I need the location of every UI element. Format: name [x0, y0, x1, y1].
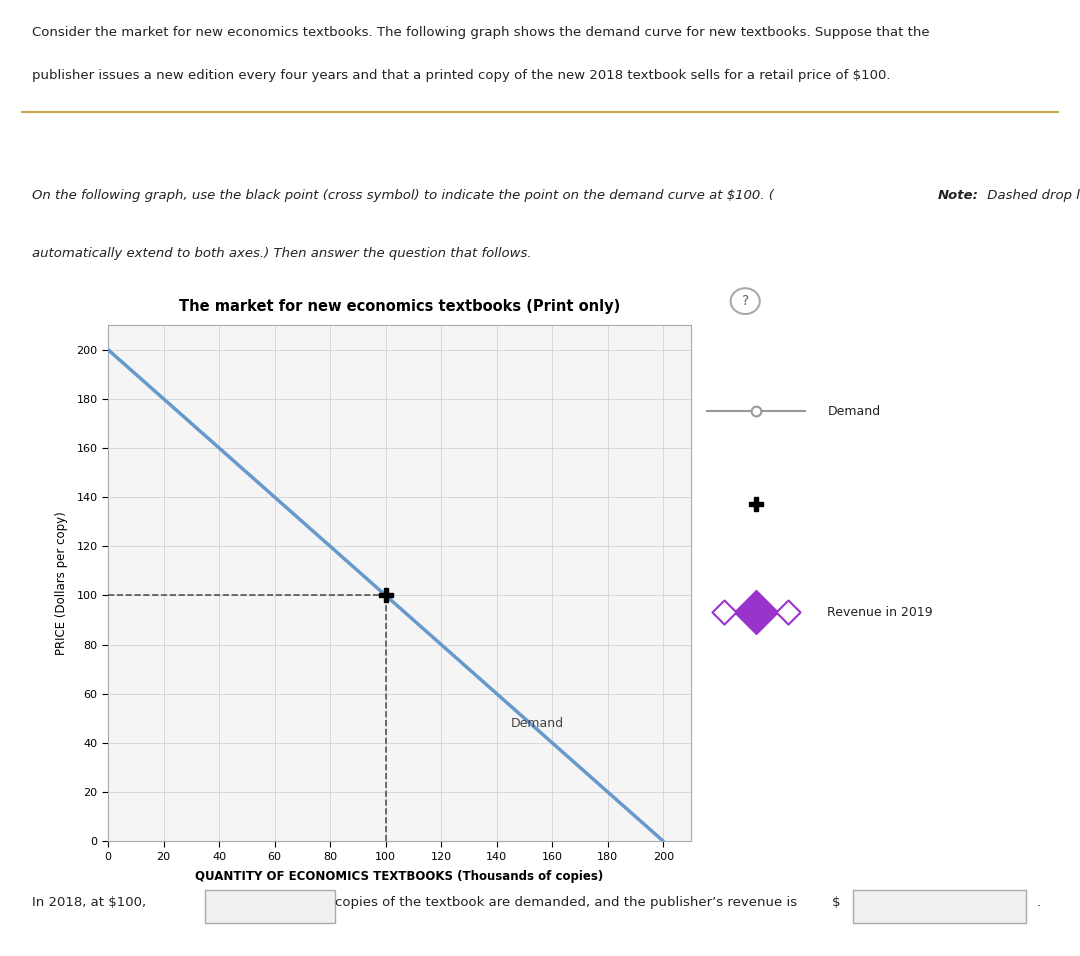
Text: copies of the textbook are demanded, and the publisher’s revenue is: copies of the textbook are demanded, and…	[335, 897, 797, 909]
Text: .: .	[1037, 897, 1041, 909]
Text: On the following graph, use the black point (cross symbol) to indicate the point: On the following graph, use the black po…	[32, 189, 774, 203]
FancyBboxPatch shape	[853, 889, 1026, 923]
Text: Consider the market for new economics textbooks. The following graph shows the d: Consider the market for new economics te…	[32, 26, 930, 39]
X-axis label: QUANTITY OF ECONOMICS TEXTBOOKS (Thousands of copies): QUANTITY OF ECONOMICS TEXTBOOKS (Thousan…	[195, 870, 604, 883]
Title: The market for new economics textbooks (Print only): The market for new economics textbooks (…	[179, 299, 620, 315]
Y-axis label: PRICE (Dollars per copy): PRICE (Dollars per copy)	[55, 511, 68, 655]
Text: Dashed drop lines will: Dashed drop lines will	[983, 189, 1080, 203]
Text: Note:: Note:	[937, 189, 978, 203]
Text: Revenue in 2019: Revenue in 2019	[827, 606, 933, 619]
Text: In 2018, at $100,: In 2018, at $100,	[32, 897, 147, 909]
Text: Demand: Demand	[511, 717, 564, 729]
Text: Demand: Demand	[827, 405, 880, 418]
Text: $: $	[832, 897, 840, 909]
FancyBboxPatch shape	[205, 889, 335, 923]
Text: automatically extend to both axes.) Then answer the question that follows.: automatically extend to both axes.) Then…	[32, 247, 532, 260]
Text: publisher issues a new edition every four years and that a printed copy of the n: publisher issues a new edition every fou…	[32, 69, 891, 82]
Text: ?: ?	[742, 294, 748, 308]
